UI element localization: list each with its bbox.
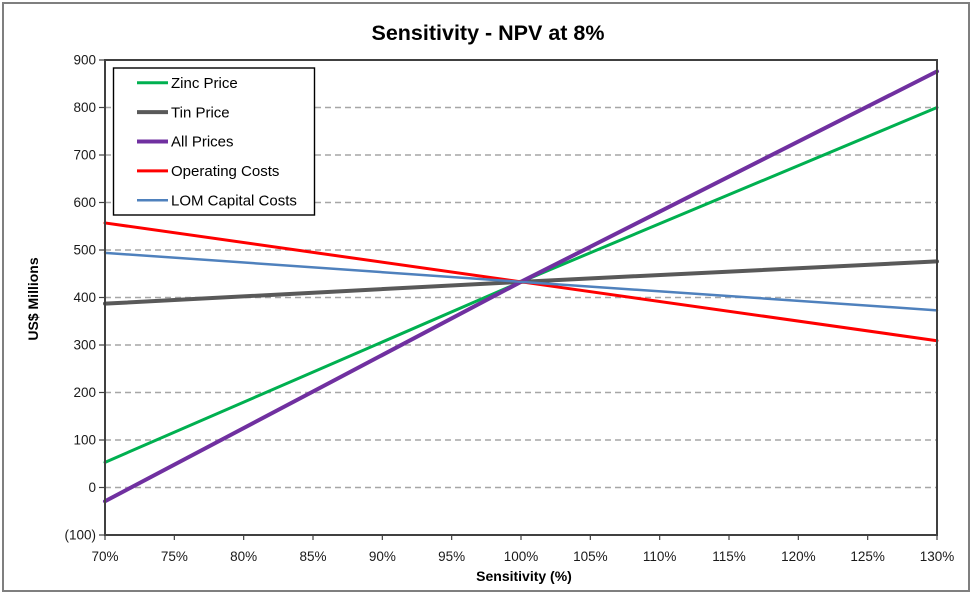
chart-title: Sensitivity - NPV at 8% [372, 21, 605, 45]
y-tick-label: 800 [73, 100, 96, 115]
series-line-lom-capital-costs [103, 251, 939, 312]
x-tick-label: 105% [573, 549, 608, 564]
series-group [103, 69, 939, 504]
y-tick-label: 900 [73, 53, 96, 68]
x-axis-title: Sensitivity (%) [476, 568, 572, 584]
legend-label-tin-price: Tin Price [171, 104, 230, 121]
y-tick-label: 500 [73, 243, 96, 258]
x-tick-label: 125% [850, 549, 885, 564]
y-tick-label: 0 [88, 480, 96, 495]
x-tick-label: 110% [643, 549, 677, 564]
y-tick-label: 300 [73, 338, 96, 353]
x-tick-label: 80% [230, 549, 257, 564]
x-tick-label: 70% [91, 549, 118, 564]
legend-label-lom-capital-costs: LOM Capital Costs [171, 193, 297, 210]
y-tick-label: 600 [73, 195, 96, 210]
axes-group [99, 59, 938, 540]
y-axis-title: US$ Millions [25, 257, 41, 340]
x-tick-label: 75% [161, 549, 188, 564]
legend-label-zinc-price: Zinc Price [171, 75, 238, 92]
y-tick-label: 400 [73, 290, 96, 305]
x-tick-label: 100% [504, 549, 539, 564]
legend: Zinc Price Tin Price All Prices Operating C… [112, 67, 316, 216]
y-tick-label: 100 [73, 433, 96, 448]
x-tick-label: 85% [299, 549, 326, 564]
y-tick-label: 700 [73, 148, 96, 163]
legend-label-all-prices: All Prices [171, 134, 234, 151]
y-tick-label: 200 [73, 385, 96, 400]
x-tick-label: 130% [920, 549, 955, 564]
gridlines-group [105, 106, 937, 489]
tick-labels-group: 900 800 700 600 500 400 300 200 100 0 (100) 70% 75% 8… [64, 53, 954, 565]
x-tick-label: 95% [438, 549, 465, 564]
y-tick-label: (100) [64, 528, 96, 543]
x-tick-label: 90% [369, 549, 396, 564]
x-tick-label: 120% [781, 549, 816, 564]
legend-label-operating-costs: Operating Costs [171, 163, 279, 180]
x-tick-label: 115% [712, 549, 746, 564]
